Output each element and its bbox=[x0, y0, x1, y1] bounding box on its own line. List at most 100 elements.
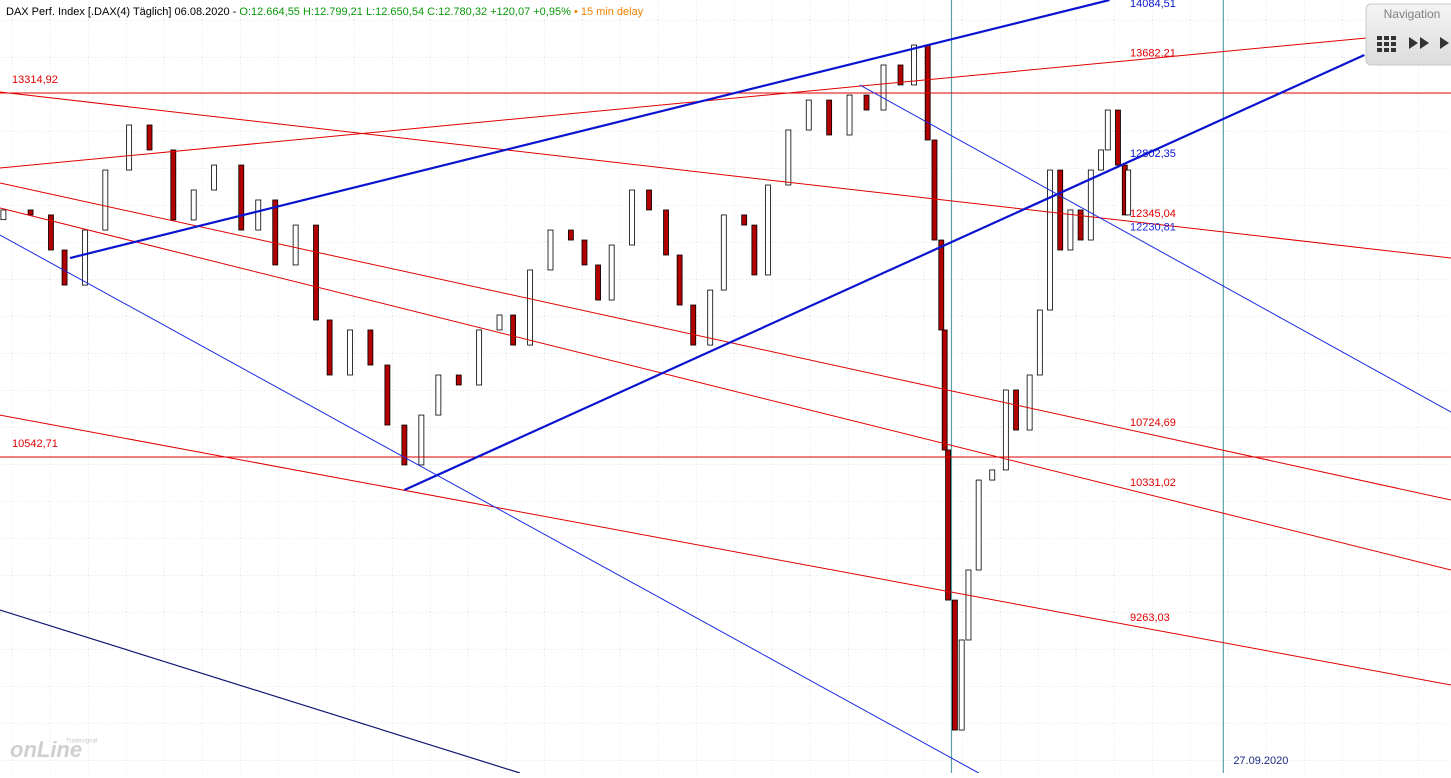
candle bbox=[965, 569, 972, 641]
candle bbox=[765, 184, 771, 276]
line-label: 10724,69 bbox=[1130, 417, 1176, 429]
date-label: 27.09.2020 bbox=[1233, 755, 1288, 767]
candle bbox=[547, 229, 554, 271]
candle bbox=[663, 209, 669, 256]
candle bbox=[48, 214, 54, 251]
line-label: 12230,81 bbox=[1130, 221, 1176, 233]
line-label: 12802,35 bbox=[1130, 148, 1176, 160]
candle bbox=[0, 209, 7, 221]
candle bbox=[102, 169, 109, 231]
trend-line bbox=[0, 234, 979, 774]
candle bbox=[1047, 169, 1053, 311]
line-label: 10542,71 bbox=[12, 438, 58, 450]
candle bbox=[805, 99, 812, 131]
candle bbox=[567, 229, 574, 241]
candle bbox=[476, 329, 483, 386]
candle bbox=[1125, 169, 1132, 216]
candle bbox=[126, 124, 133, 171]
candle bbox=[951, 599, 958, 731]
candle bbox=[255, 199, 262, 231]
candle bbox=[676, 254, 683, 306]
candle bbox=[1104, 109, 1111, 151]
grid-icon[interactable] bbox=[1377, 36, 1396, 52]
candle bbox=[455, 374, 462, 386]
candle bbox=[958, 639, 965, 731]
candle bbox=[751, 224, 758, 276]
watermark-text: onLine bbox=[10, 737, 82, 762]
rewind-icon[interactable] bbox=[1409, 37, 1429, 49]
candle bbox=[384, 364, 391, 426]
candle bbox=[629, 189, 635, 246]
candle bbox=[608, 244, 615, 301]
candle bbox=[945, 449, 951, 601]
delay-dot: • bbox=[574, 6, 578, 18]
trend-line bbox=[0, 207, 1451, 571]
line-label: 10331,02 bbox=[1130, 477, 1176, 489]
candle bbox=[347, 329, 353, 376]
candle bbox=[238, 164, 245, 231]
candle bbox=[646, 189, 652, 211]
trend-line bbox=[403, 54, 1365, 492]
play-icon[interactable] bbox=[1440, 37, 1449, 49]
trend-line bbox=[0, 414, 1451, 686]
candle bbox=[496, 314, 503, 331]
candle bbox=[170, 149, 177, 221]
line-label: 13682,21 bbox=[1130, 47, 1176, 59]
candle bbox=[931, 139, 938, 241]
candle bbox=[435, 374, 442, 416]
candle bbox=[326, 319, 333, 376]
candle bbox=[975, 479, 982, 571]
delay: 15 min delay bbox=[581, 6, 644, 18]
watermark: Tradesignal onLine bbox=[10, 737, 97, 762]
candle bbox=[1077, 209, 1084, 241]
candle bbox=[1067, 209, 1074, 251]
candle bbox=[211, 164, 217, 191]
line-label: 13314,92 bbox=[12, 74, 58, 86]
candle bbox=[1115, 109, 1121, 166]
candle bbox=[1002, 389, 1009, 471]
candle bbox=[401, 424, 408, 466]
instrument: DAX Perf. Index [.DAX(4) Täglich] 06.08.… bbox=[6, 6, 237, 18]
candle bbox=[272, 199, 279, 266]
trend-line bbox=[0, 29, 1451, 169]
navigation-title: Navigation bbox=[1384, 7, 1441, 21]
header: DAX Perf. Index [.DAX(4) Täglich] 06.08.… bbox=[6, 6, 644, 18]
candle bbox=[82, 229, 88, 286]
candle bbox=[938, 239, 945, 331]
candle bbox=[146, 124, 153, 151]
candle bbox=[527, 269, 534, 346]
candle bbox=[418, 414, 425, 466]
line-label: 14084,51 bbox=[1130, 0, 1176, 10]
candle bbox=[863, 94, 870, 111]
candle bbox=[367, 329, 374, 366]
quote: O:12.664,55 H:12.799,21 L:12.650,54 C:12… bbox=[239, 6, 571, 18]
candle bbox=[911, 44, 917, 86]
trend-line bbox=[859, 84, 1451, 413]
candle bbox=[785, 129, 792, 186]
watermark-brand: Tradesignal bbox=[66, 739, 97, 745]
candle bbox=[880, 64, 887, 111]
candle bbox=[27, 209, 34, 216]
candle bbox=[61, 249, 68, 286]
trend-line bbox=[0, 91, 1451, 259]
navigation-panel[interactable]: Navigation bbox=[1365, 3, 1451, 66]
trend-line bbox=[69, 0, 1110, 260]
candle bbox=[707, 289, 714, 346]
candle bbox=[1087, 169, 1094, 241]
candle bbox=[292, 224, 299, 266]
candle bbox=[190, 189, 197, 221]
candle bbox=[581, 239, 588, 266]
candle bbox=[595, 264, 601, 301]
trend-line bbox=[0, 609, 521, 774]
candle bbox=[989, 469, 996, 481]
candle bbox=[1026, 374, 1033, 431]
candle bbox=[690, 304, 697, 346]
candle bbox=[1013, 389, 1019, 431]
candle bbox=[313, 224, 319, 321]
candle bbox=[510, 314, 517, 346]
candle bbox=[720, 214, 727, 291]
